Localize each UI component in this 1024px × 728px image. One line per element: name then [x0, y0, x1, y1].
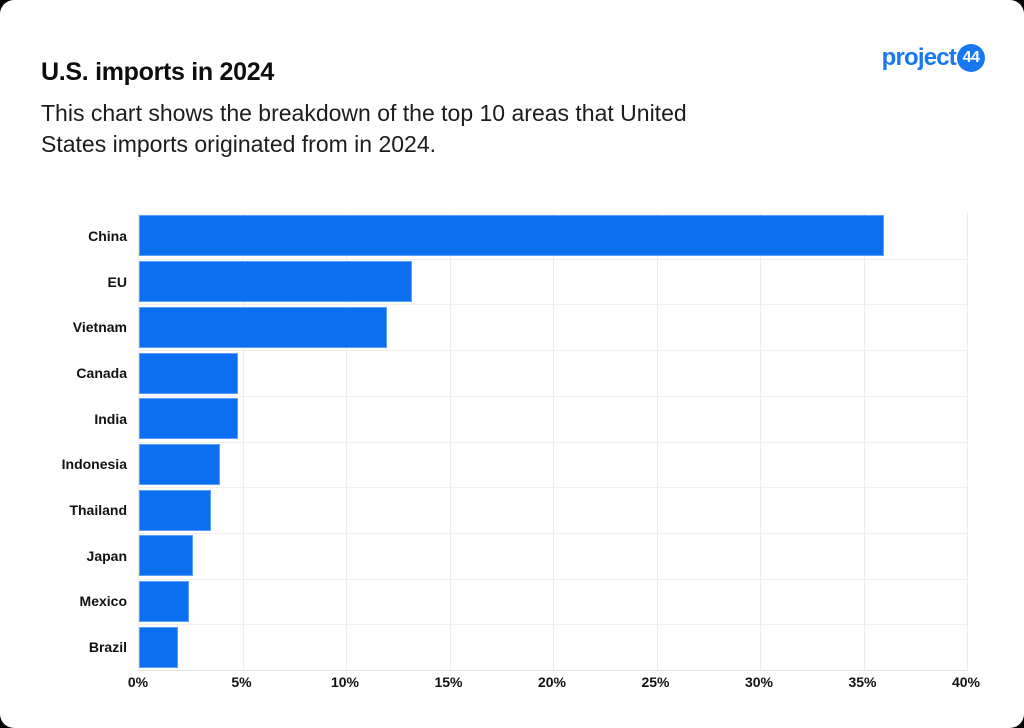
y-axis-label-mexico: Mexico	[79, 593, 127, 610]
y-axis-label-china: China	[88, 227, 127, 244]
chart-description-line-2: States imports originated from in 2024.	[41, 131, 437, 157]
y-axis-label-canada: Canada	[76, 364, 127, 381]
y-axis-label-thailand: Thailand	[69, 502, 127, 519]
gridline-horizontal	[139, 532, 967, 534]
x-axis-tick-25: 25%	[641, 674, 670, 690]
y-axis-label-eu: EU	[107, 273, 127, 290]
y-axis-label-japan: Japan	[86, 547, 127, 564]
page-title: U.S. imports in 2024	[41, 57, 274, 86]
gridline-horizontal	[139, 258, 967, 260]
chart-description-line-1: This chart shows the breakdown of the to…	[41, 100, 687, 126]
bar-vietnam	[139, 306, 388, 348]
gridline-horizontal	[139, 395, 967, 397]
y-axis-labels: China EU Vietnam Canada India Indonesia Thaila…	[0, 213, 127, 670]
x-axis-tick-35: 35%	[848, 674, 877, 690]
project44-logo-text: project	[881, 44, 957, 71]
x-axis-tick-30: 30%	[744, 674, 774, 690]
x-axis-tick-20: 20%	[537, 674, 567, 690]
project44-logo-badge-icon: 44	[957, 44, 985, 72]
bar-thailand	[139, 489, 212, 531]
chart-description: This chart shows the breakdown of the to…	[41, 98, 687, 160]
x-axis-labels: 0% 5% 10% 15% 20% 25% 30% 35% 40%	[128, 674, 980, 694]
bar-japan	[139, 535, 193, 577]
gridline-horizontal	[139, 487, 967, 489]
y-axis-label-vietnam: Vietnam	[72, 319, 127, 336]
x-axis-tick-10: 10%	[330, 674, 360, 690]
bar-indonesia	[139, 443, 220, 485]
bar-canada	[139, 352, 239, 394]
bar-india	[139, 398, 239, 440]
bar-brazil	[139, 626, 179, 668]
bar-mexico	[139, 581, 189, 622]
plot-area	[138, 213, 968, 671]
bar-china	[139, 215, 885, 257]
x-axis-tick-5: 5%	[231, 674, 252, 690]
gridline-horizontal	[139, 441, 967, 443]
bar-eu	[139, 261, 413, 303]
gridline-horizontal	[139, 578, 967, 580]
gridline-horizontal	[139, 304, 967, 306]
y-axis-label-india: India	[94, 410, 127, 427]
x-axis-tick-0: 0%	[127, 674, 149, 690]
x-axis-tick-15: 15%	[434, 674, 463, 690]
project44-logo: project 44	[882, 44, 985, 72]
y-axis-label-brazil: Brazil	[88, 639, 127, 656]
y-axis-label-indonesia: Indonesia	[61, 456, 127, 473]
gridline-horizontal	[139, 350, 967, 352]
gridline-horizontal	[139, 624, 967, 626]
x-axis-tick-40: 40%	[951, 674, 981, 690]
